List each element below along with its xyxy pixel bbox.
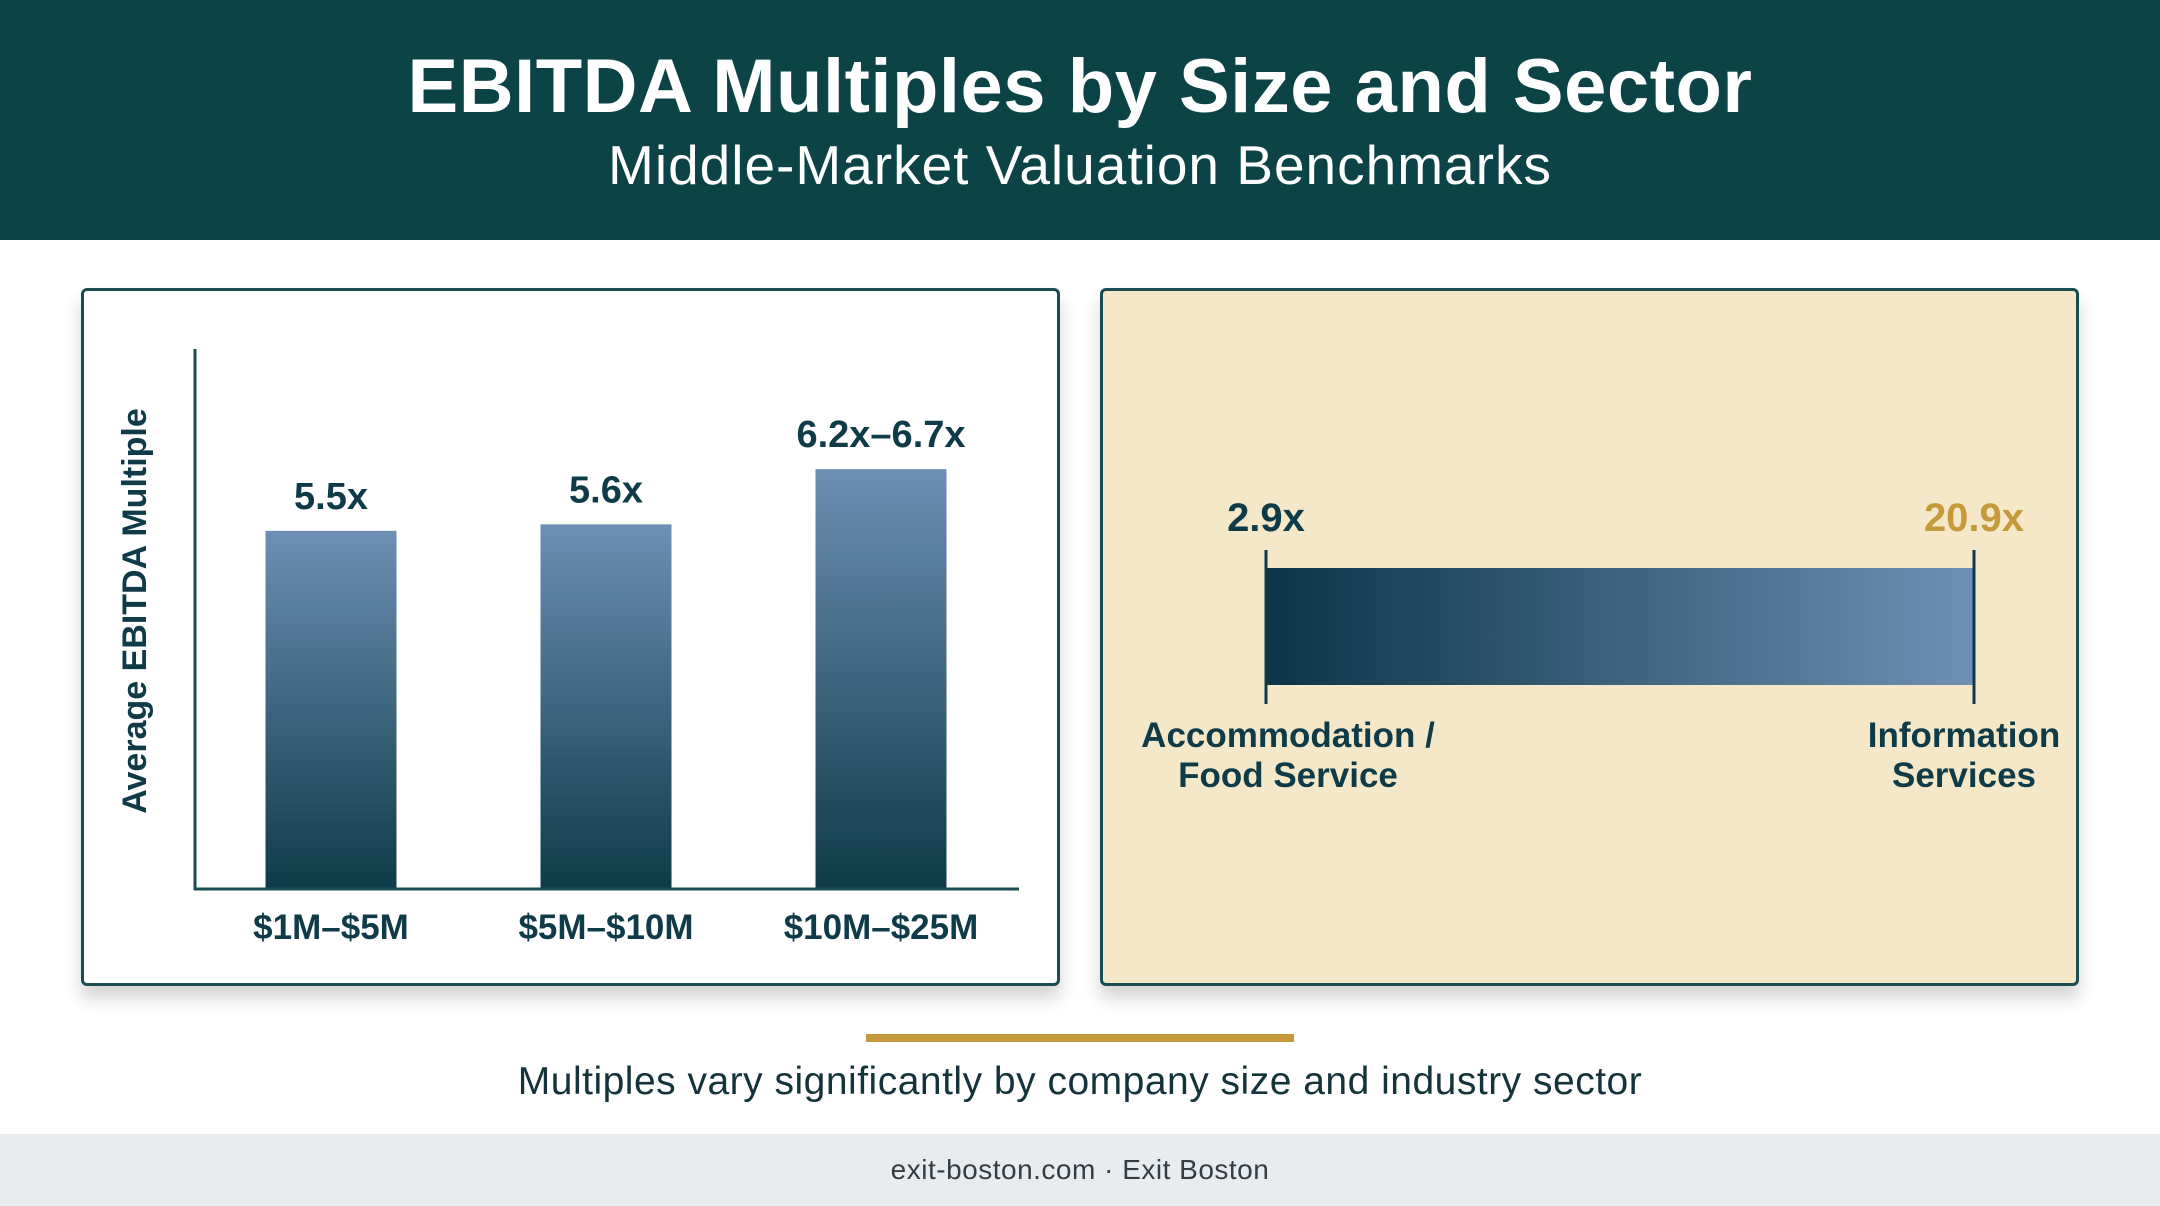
y-axis-label: Average EBITDA Multiple <box>116 408 154 814</box>
footer-credit: exit-boston.com · Exit Boston <box>890 1154 1270 1185</box>
range-min-category-line-1: Accommodation / <box>1141 716 1435 755</box>
bar-value-label-2: 5.6x <box>569 469 643 511</box>
size-bar-chart: 5.5x $1M–$5M 5.6x $5M–$10M 6.2x–6.7x $10M–$25… <box>116 349 1019 947</box>
size-chart-panel: 5.5x $1M–$5M 5.6x $5M–$10M 6.2x–6.7x $10M–$25… <box>81 288 1060 986</box>
range-bar <box>1266 568 1974 685</box>
page-title: EBITDA Multiples by Size and Sector <box>407 44 1753 129</box>
bar-2 <box>540 524 672 888</box>
bar-value-label-1: 5.5x <box>294 476 368 518</box>
x-tick-label-2: $5M–$10M <box>518 908 693 947</box>
range-max-category-line-2: Services <box>1892 756 2036 795</box>
x-tick-label-1: $1M–$5M <box>253 908 409 947</box>
sector-range-panel: 2.9x 20.9x Accommodation / Food Service Info… <box>1100 288 2079 986</box>
range-max-value-label: 20.9x <box>1924 496 2024 540</box>
accent-divider <box>866 1034 1294 1042</box>
range-max-category-line-1: Information <box>1868 716 2060 755</box>
header-banner: EBITDA Multiples by Size and Sector Midd… <box>0 0 2160 240</box>
bar-value-label-3: 6.2x–6.7x <box>796 414 965 456</box>
bar-3 <box>815 469 947 888</box>
sector-range-chart: 2.9x 20.9x Accommodation /Food Service Info… <box>1141 496 2060 795</box>
x-tick-label-3: $10M–$25M <box>784 908 979 947</box>
takeaway-text: Multiples vary significantly by company … <box>517 1060 1643 1103</box>
range-min-category-line-2: Food Service <box>1178 756 1398 795</box>
bar-1 <box>265 530 397 888</box>
range-min-value-label: 2.9x <box>1227 496 1305 540</box>
page-subtitle: Middle-Market Valuation Benchmarks <box>608 134 1552 196</box>
footer-bar: exit-boston.com · Exit Boston <box>0 1134 2160 1206</box>
